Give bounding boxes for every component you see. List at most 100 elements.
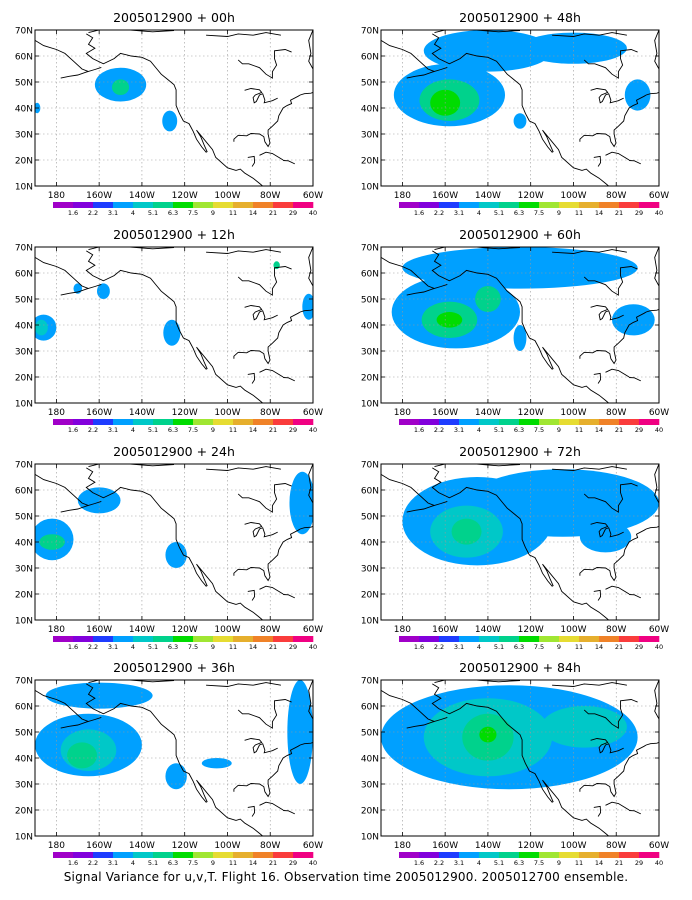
lat-tick-label: 70N — [361, 677, 379, 687]
colorbar-swatch — [213, 852, 234, 858]
figure-caption: Signal Variance for u,v,T. Flight 16. Ob… — [63, 870, 629, 884]
colorbar-label: 40 — [655, 643, 663, 651]
colorbar-swatch — [539, 202, 560, 208]
map-background — [35, 464, 313, 620]
colorbar-swatch — [459, 636, 480, 642]
colorbar-swatch — [233, 419, 254, 425]
lon-tick-label: 120W — [518, 625, 544, 635]
colorbar-label: 40 — [309, 859, 317, 867]
colorbar-swatch — [479, 852, 500, 858]
variance-contour — [466, 469, 659, 537]
lon-tick-label: 180 — [48, 408, 65, 418]
lon-tick-label: 160W — [86, 408, 112, 418]
variance-contour — [201, 758, 232, 769]
colorbar-swatch — [93, 419, 114, 425]
colorbar-swatch — [193, 419, 214, 425]
lat-tick-label: 10N — [361, 833, 379, 843]
lat-tick-label: 70N — [361, 461, 379, 471]
colorbar-swatch — [499, 202, 520, 208]
colorbar-swatch — [419, 852, 440, 858]
lon-tick-label: 120W — [172, 841, 198, 851]
colorbar-swatch — [253, 202, 274, 208]
colorbar: 1.6 2.2 3.1 4 5.1 6.3 7.5 9 11 14 21 29 40 — [399, 419, 663, 434]
colorbar-label: 4 — [131, 426, 135, 434]
colorbar-swatch — [599, 852, 620, 858]
lon-tick-label: 180 — [48, 625, 65, 635]
lat-tick-label: 70N — [15, 461, 33, 471]
lon-tick-label: 140W — [475, 191, 501, 201]
colorbar-swatch — [113, 636, 134, 642]
colorbar-label: 5.1 — [148, 209, 158, 217]
colorbar-swatch — [419, 202, 440, 208]
colorbar-swatch — [233, 636, 254, 642]
lat-tick-label: 70N — [15, 677, 33, 687]
colorbar-label: 5.1 — [148, 859, 158, 867]
variance-contour — [162, 110, 178, 132]
colorbar-swatch — [73, 419, 94, 425]
colorbar-swatch — [559, 419, 580, 425]
colorbar-label: 9 — [557, 859, 561, 867]
colorbar-label: 6.3 — [514, 209, 524, 217]
map-panel: 2005012900 + 24h 10N 20N 30N 40N 50N 60N 70N 180… — [15, 444, 323, 651]
colorbar-label: 7.5 — [534, 859, 544, 867]
colorbar-label: 1.6 — [68, 426, 78, 434]
colorbar-label: 6.3 — [514, 859, 524, 867]
colorbar-label: 6.3 — [168, 859, 178, 867]
colorbar-swatch — [499, 852, 520, 858]
lon-tick-label: 160W — [86, 841, 112, 851]
lon-tick-label: 160W — [432, 191, 458, 201]
variance-field — [391, 247, 655, 351]
colorbar-label: 21 — [615, 643, 623, 651]
variance-contour — [45, 682, 153, 709]
colorbar-label: 5.1 — [494, 643, 504, 651]
colorbar-swatch — [599, 202, 620, 208]
colorbar-label: 6.3 — [168, 643, 178, 651]
colorbar-swatch — [559, 852, 580, 858]
colorbar-label: 9 — [211, 859, 215, 867]
colorbar-label: 14 — [249, 859, 257, 867]
colorbar-label: 9 — [211, 426, 215, 434]
colorbar-swatch — [619, 852, 640, 858]
colorbar-swatch — [439, 202, 460, 208]
colorbar-label: 14 — [249, 209, 257, 217]
variance-contour — [624, 79, 651, 111]
colorbar-swatch — [459, 202, 480, 208]
colorbar-swatch — [439, 852, 460, 858]
colorbar-label: 7.5 — [534, 209, 544, 217]
lat-tick-label: 20N — [361, 374, 379, 384]
colorbar-label: 29 — [289, 209, 297, 217]
colorbar-swatch — [579, 419, 600, 425]
lon-tick-label: 60W — [649, 191, 669, 201]
lat-tick-label: 30N — [361, 565, 379, 575]
lon-tick-label: 80W — [260, 191, 280, 201]
colorbar-swatch — [233, 852, 254, 858]
colorbar-label: 2.2 — [434, 643, 444, 651]
colorbar-label: 9 — [211, 643, 215, 651]
colorbar-label: 4 — [477, 209, 481, 217]
lon-tick-label: 100W — [214, 625, 240, 635]
variance-contour — [579, 521, 632, 553]
lat-tick-label: 40N — [15, 539, 33, 549]
variance-contour — [165, 763, 187, 790]
lat-tick-label: 60N — [15, 53, 33, 63]
map-panel: 2005012900 + 84h 10N 20N 30N 40N 50N 60N 70N 180… — [361, 660, 669, 867]
colorbar-label: 5.1 — [494, 859, 504, 867]
lon-tick-label: 140W — [129, 408, 155, 418]
colorbar-swatch — [173, 636, 194, 642]
lon-tick-label: 180 — [394, 408, 411, 418]
colorbar-label: 7.5 — [188, 426, 198, 434]
colorbar-label: 2.2 — [88, 859, 98, 867]
lon-tick-label: 80W — [260, 841, 280, 851]
colorbar-label: 2.2 — [88, 426, 98, 434]
lat-tick-label: 20N — [361, 157, 379, 167]
colorbar-swatch — [193, 202, 214, 208]
lat-tick-label: 10N — [361, 617, 379, 627]
panel-title: 2005012900 + 12h — [113, 227, 235, 242]
colorbar-swatch — [519, 636, 540, 642]
colorbar: 1.6 2.2 3.1 4 5.1 6.3 7.5 9 11 14 21 29 40 — [53, 852, 317, 867]
colorbar: 1.6 2.2 3.1 4 5.1 6.3 7.5 9 11 14 21 29 40 — [399, 636, 663, 651]
lon-tick-label: 180 — [394, 191, 411, 201]
colorbar-label: 21 — [269, 859, 277, 867]
colorbar-swatch — [173, 852, 194, 858]
lon-tick-label: 120W — [172, 191, 198, 201]
